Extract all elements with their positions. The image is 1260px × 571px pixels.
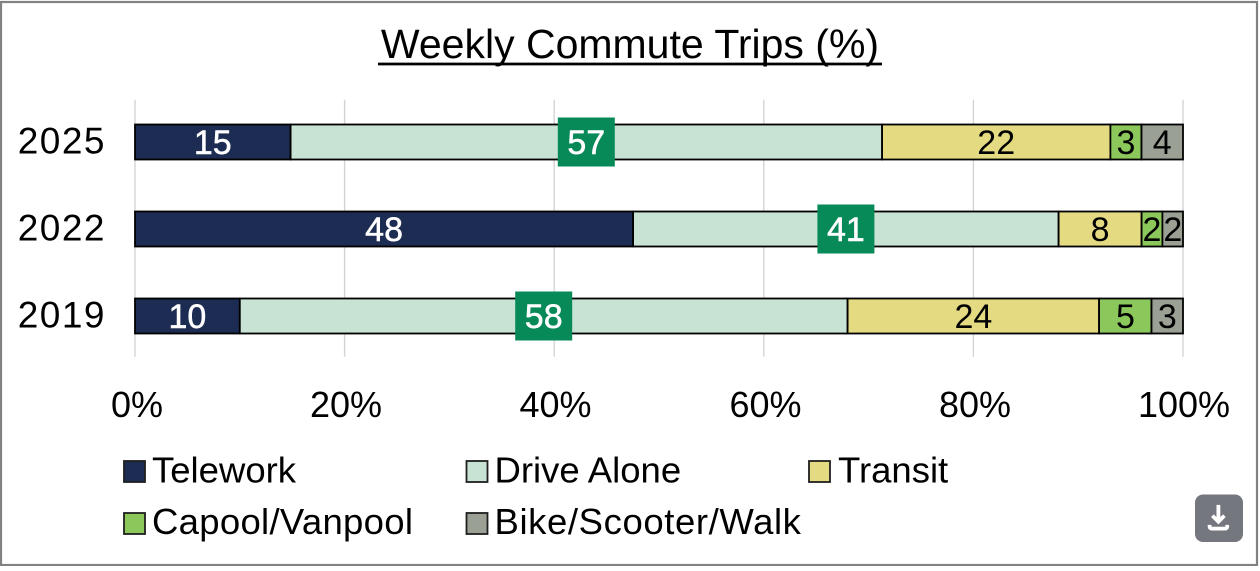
svg-text:40%: 40% (519, 384, 591, 425)
svg-text:57: 57 (567, 124, 605, 162)
svg-text:2: 2 (1163, 211, 1182, 249)
svg-text:2: 2 (1143, 211, 1162, 249)
svg-text:Capool/Vanpool: Capool/Vanpool (152, 501, 413, 542)
svg-text:41: 41 (827, 211, 865, 249)
svg-text:3: 3 (1158, 298, 1177, 336)
svg-text:20%: 20% (310, 384, 382, 425)
svg-text:80%: 80% (939, 384, 1011, 425)
svg-text:48: 48 (365, 211, 403, 249)
svg-text:10: 10 (168, 298, 206, 336)
svg-text:2025: 2025 (18, 121, 106, 162)
svg-text:3: 3 (1116, 124, 1135, 162)
svg-text:22: 22 (977, 124, 1015, 162)
svg-text:24: 24 (954, 298, 992, 336)
svg-text:5: 5 (1116, 298, 1135, 336)
svg-text:60%: 60% (729, 384, 801, 425)
svg-text:100%: 100% (1138, 384, 1230, 425)
svg-text:15: 15 (194, 124, 232, 162)
svg-text:2019: 2019 (18, 295, 106, 336)
svg-text:58: 58 (525, 298, 563, 336)
svg-text:Weekly Commute Trips (%): Weekly Commute Trips (%) (381, 21, 879, 67)
svg-text:2022: 2022 (18, 208, 106, 249)
svg-text:Telework: Telework (152, 450, 297, 491)
svg-text:Bike/Scooter/Walk: Bike/Scooter/Walk (495, 501, 802, 542)
svg-text:8: 8 (1091, 211, 1110, 249)
svg-text:Drive Alone: Drive Alone (495, 450, 682, 491)
svg-text:Transit: Transit (838, 450, 948, 491)
svg-text:4: 4 (1153, 124, 1172, 162)
svg-text:0%: 0% (111, 384, 163, 425)
